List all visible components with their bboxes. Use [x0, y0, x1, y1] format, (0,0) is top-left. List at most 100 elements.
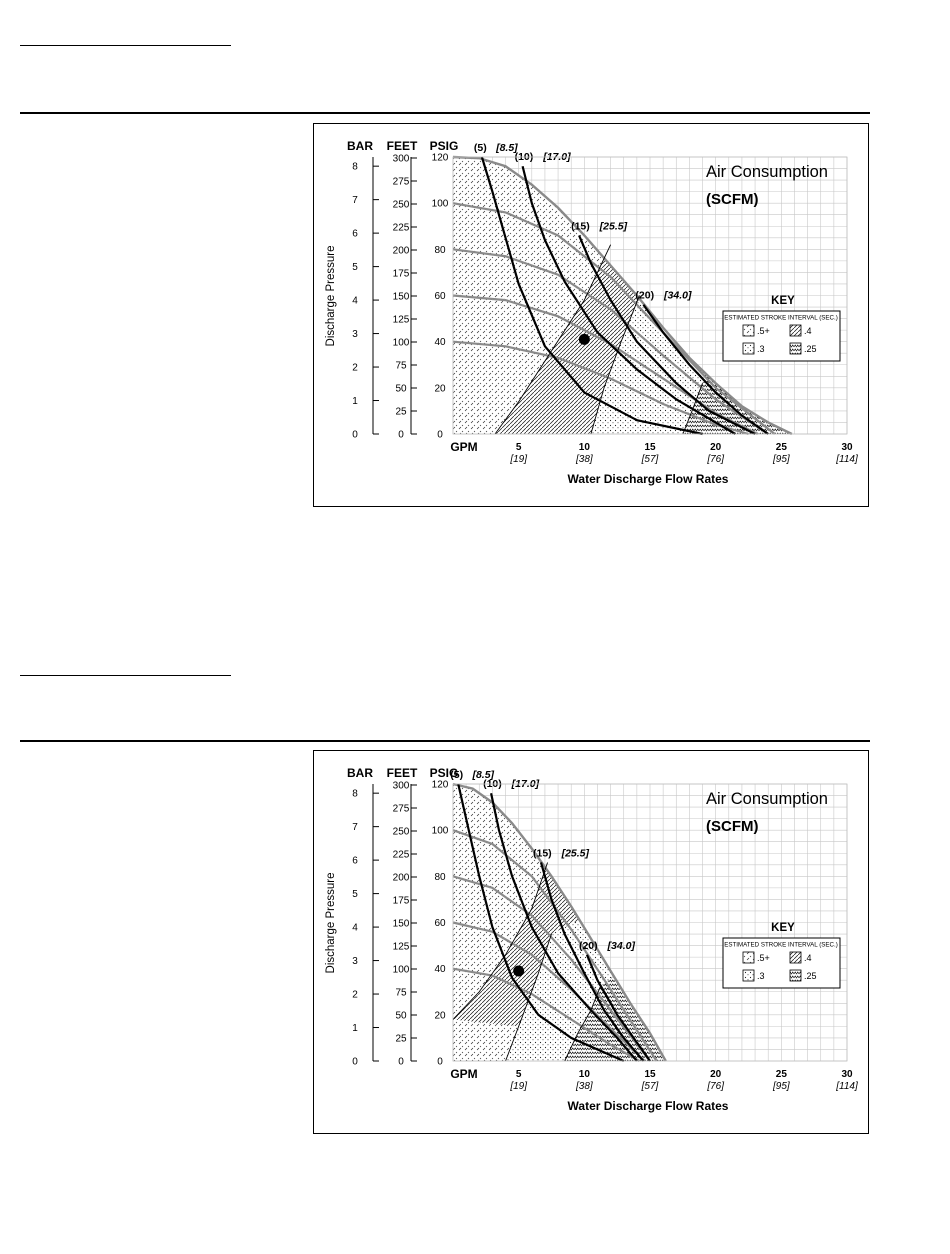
legend-item-label: .3 [757, 971, 765, 981]
operating-point-marker [513, 965, 525, 977]
feet-tick-label: 225 [393, 223, 410, 234]
bar-tick-label: 7 [352, 195, 358, 206]
x-tick-label: 20 [710, 1069, 722, 1080]
feet-tick-label: 175 [393, 896, 410, 907]
feet-tick-label: 100 [393, 965, 410, 976]
air-curve-label: (20) [579, 940, 598, 952]
stroke-interval-boundary-2 [682, 383, 703, 435]
stroke-interval-boundary-1 [590, 295, 640, 435]
feet-tick-label: 175 [393, 269, 410, 280]
plot-frame [452, 156, 848, 435]
plot-frame [452, 783, 848, 1062]
bar-tick-label: 2 [352, 990, 358, 1001]
x-tick-metric-label: [95] [772, 454, 790, 465]
legend-box [722, 937, 841, 989]
legend-item-label: .25 [804, 344, 817, 354]
bar-axis-header: BAR [347, 139, 373, 153]
x-tick-label: 20 [710, 442, 722, 453]
feet-tick-label: 300 [393, 781, 410, 792]
air-consumption-curve-1 [521, 165, 736, 435]
legend-item-label: .5+ [757, 326, 770, 336]
psig-tick-label: 80 [434, 872, 446, 883]
feet-tick-label: 125 [393, 315, 410, 326]
legend-subtitle: ESTIMATED STROKE INTERVAL (SEC.) [724, 315, 838, 322]
chart-panel-2: (5) [8.5] (10) [17.0] (15) [25.5] (20) [34.0] Ai… [313, 750, 869, 1134]
bar-tick-label: 1 [352, 396, 358, 407]
feet-tick-label: 275 [393, 177, 410, 188]
bar-tick-label: 8 [352, 162, 358, 173]
psig-tick-label: 20 [434, 1010, 446, 1021]
air-consumption-curve-3 [642, 304, 769, 435]
air-curve-metric-label: [34.0] [663, 290, 692, 302]
stroke-interval-boundary-0 [494, 244, 612, 435]
x-tick-label: 25 [776, 442, 788, 453]
air-curve-label: (20) [635, 290, 654, 302]
bar-tick-label: 6 [352, 229, 358, 240]
gpm-axis-header: GPM [450, 440, 477, 454]
psig-tick-label: 120 [432, 153, 449, 164]
bar-tick-label: 3 [352, 956, 358, 967]
feet-tick-label: 250 [393, 827, 410, 838]
air-curve-metric-label: [25.5] [561, 847, 590, 859]
section-rule-2 [20, 740, 870, 742]
psig-tick-label: 100 [432, 199, 449, 210]
max-pressure-envelope [452, 782, 667, 1062]
legend-swatch [789, 342, 802, 355]
psig-tick-label: 0 [437, 1057, 443, 1068]
operating-point-marker [578, 333, 590, 345]
x-tick-label: 10 [579, 442, 591, 453]
x-tick-label: 5 [516, 1069, 522, 1080]
feet-tick-label: 300 [393, 154, 410, 165]
pressure-curve-0 [452, 829, 658, 1062]
psig-tick-label: 40 [434, 337, 446, 348]
x-tick-metric-label: [76] [706, 1081, 724, 1092]
x-axis-label: Water Discharge Flow Rates [568, 472, 729, 486]
legend-swatch [789, 951, 802, 964]
feet-axis-header: FEET [387, 139, 418, 153]
stroke-interval-boundary-1 [505, 933, 552, 1062]
psig-tick-label: 100 [432, 826, 449, 837]
air-curve-metric-label: [34.0] [607, 940, 636, 952]
bar-tick-label: 5 [352, 262, 358, 273]
top-short-rule-2 [20, 675, 231, 676]
psig-axis-header: PSIG [430, 766, 459, 780]
feet-tick-label: 75 [395, 361, 407, 372]
legend-swatch [789, 969, 802, 982]
chart-title: Air Consumption [706, 790, 828, 808]
psig-tick-label: 20 [434, 383, 446, 394]
zone-stroke-3 [505, 784, 666, 1061]
x-tick-label: 15 [644, 1069, 656, 1080]
bar-tick-label: 5 [352, 889, 358, 900]
legend-item-label: .4 [804, 326, 812, 336]
bar-tick-label: 7 [352, 822, 358, 833]
legend-swatch [742, 951, 755, 964]
feet-tick-label: 50 [395, 1011, 407, 1022]
x-tick-metric-label: [114] [835, 454, 858, 465]
stroke-interval-boundary-2 [564, 986, 601, 1062]
max-pressure-envelope [452, 155, 793, 436]
pressure-curve-3 [452, 967, 641, 1062]
legend-swatch [742, 342, 755, 355]
feet-tick-label: 250 [393, 200, 410, 211]
legend-item-label: .3 [757, 344, 765, 354]
bar-axis-header: BAR [347, 766, 373, 780]
air-consumption-curve-2 [578, 235, 756, 435]
air-curve-label: (5) [474, 142, 487, 154]
legend-item-label: .4 [804, 953, 812, 963]
legend-title: KEY [771, 922, 795, 934]
section-rule-1 [20, 112, 870, 114]
air-curve-label: (5) [450, 769, 463, 781]
feet-tick-label: 50 [395, 384, 407, 395]
pressure-curve-1 [452, 248, 769, 435]
air-consumption-curve-0 [480, 156, 703, 436]
gpm-axis-header: GPM [450, 1067, 477, 1081]
legend-subtitle: ESTIMATED STROKE INTERVAL (SEC.) [724, 942, 838, 949]
feet-tick-label: 150 [393, 292, 410, 303]
chart-subtitle: (SCFM) [706, 818, 759, 835]
feet-tick-label: 200 [393, 873, 410, 884]
x-tick-metric-label: [19] [509, 1081, 527, 1092]
air-curve-label: (15) [533, 847, 552, 859]
chart-panel-1: (5) [8.5] (10) [17.0] (15) [25.5] (20) [34.0] Ai… [313, 123, 869, 507]
feet-tick-label: 225 [393, 850, 410, 861]
air-consumption-curve-1 [490, 793, 638, 1062]
